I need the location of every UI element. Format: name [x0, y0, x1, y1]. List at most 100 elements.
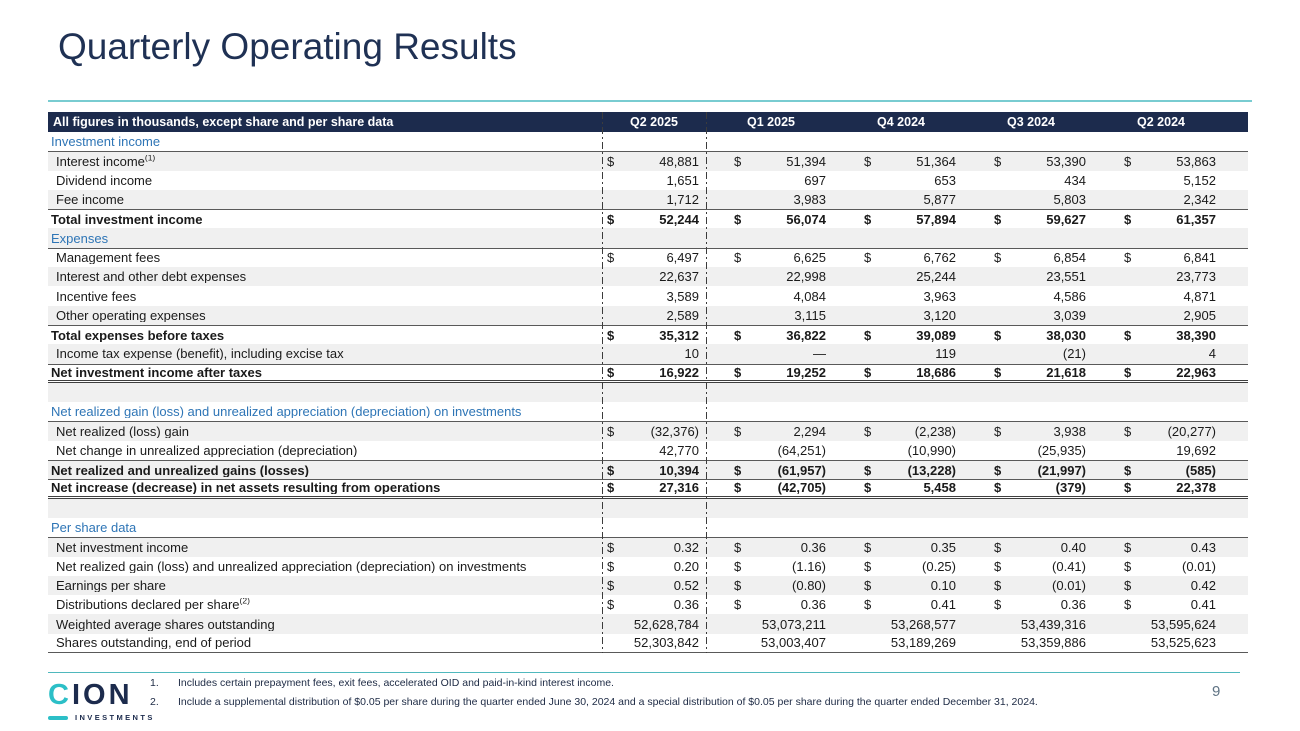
cell-value: 0.35: [930, 539, 956, 555]
dollar-sign: $: [864, 539, 872, 555]
value-cell: $ (1.16): [706, 560, 836, 573]
dollar-sign: $: [864, 597, 872, 613]
dollar-sign: $: [734, 539, 742, 555]
logo-subtitle: INVESTMENTS: [48, 713, 155, 722]
cell-value: 3,938: [1053, 424, 1086, 440]
value-cell: 3,039: [966, 309, 1096, 322]
cell-value: (0.01): [1182, 558, 1216, 574]
value-cell: 53,189,269: [836, 636, 966, 649]
cell-value: 3,039: [1053, 307, 1086, 323]
cell-value: 16,922: [659, 364, 699, 380]
table-row: Investment income: [48, 132, 1248, 151]
cell-value: 5,877: [923, 192, 956, 208]
dollar-sign: $: [994, 424, 1002, 440]
cell-value: 5,803: [1053, 192, 1086, 208]
cell-value: 22,378: [1176, 480, 1216, 496]
dollar-sign: $: [864, 480, 872, 496]
dollar-sign: $: [994, 539, 1002, 555]
table-row: Distributions declared per share(2) $0.36…: [48, 595, 1248, 614]
cell-value: 21,618: [1046, 364, 1086, 380]
cell-value: 23,773: [1176, 269, 1216, 285]
cell-value: 434: [1064, 172, 1086, 188]
row-label: Incentive fees: [56, 289, 137, 303]
table-header-row: All figures in thousands, except share a…: [48, 112, 1248, 132]
cell-value: 0.36: [800, 539, 826, 555]
value-cell: $10,394: [602, 464, 706, 477]
cell-value: 36,822: [786, 327, 826, 343]
cell-value: 56,074: [786, 211, 826, 227]
value-cell: (21): [966, 347, 1096, 360]
dollar-sign: $: [994, 480, 1002, 496]
cell-value: (21): [1062, 346, 1086, 362]
row-label: Per share data: [51, 521, 137, 535]
value-cell: 434: [966, 174, 1096, 187]
table-row: Management fees $6,497 $6,625 $6,762 $6,854 $…: [48, 247, 1248, 267]
value-cell: 697: [706, 174, 836, 187]
cell-value: 53,595,624: [1150, 616, 1216, 632]
dollar-sign: $: [1124, 364, 1132, 380]
value-cell: $35,312: [602, 329, 706, 342]
cell-value: 6,854: [1053, 250, 1086, 266]
cell-value: 22,963: [1176, 364, 1216, 380]
cell-value: (0.01): [1052, 577, 1086, 593]
dollar-sign: $: [864, 558, 872, 574]
value-cell: $0.40: [966, 541, 1096, 554]
cell-value: 19,692: [1176, 442, 1216, 458]
value-cell: $2,294: [706, 425, 836, 438]
value-cell: 1,651: [602, 174, 706, 187]
value-cell: 4,084: [706, 290, 836, 303]
value-cell: $36,822: [706, 329, 836, 342]
value-cell: 53,525,623: [1096, 636, 1248, 649]
row-label: Total investment income: [51, 212, 203, 226]
cell-value: 25,244: [916, 269, 956, 285]
cell-value: 6,625: [793, 250, 826, 266]
logo-investments-label: INVESTMENTS: [75, 713, 155, 722]
dollar-sign: $: [734, 250, 742, 266]
cell-value: (0.41): [1052, 558, 1086, 574]
row-label: Net realized gain (loss) and unrealized …: [56, 559, 527, 573]
cell-value: 3,983: [793, 192, 826, 208]
dollar-sign: $: [1124, 153, 1132, 169]
dollar-sign: $: [607, 462, 615, 478]
value-cell: $ (0.41): [966, 560, 1096, 573]
cell-value: 6,841: [1183, 250, 1216, 266]
value-cell: $53,390: [966, 155, 1096, 168]
dollar-sign: $: [607, 597, 615, 613]
dollar-sign: $: [1124, 539, 1132, 555]
value-cell: (10,990): [836, 444, 966, 457]
column-header-q3-2024: Q3 2024: [1007, 115, 1055, 129]
column-header-q4-2024: Q4 2024: [877, 115, 925, 129]
cell-value: 0.36: [1060, 597, 1086, 613]
value-cell: 653: [836, 174, 966, 187]
value-cell: $ (2,238): [836, 425, 966, 438]
cell-value: 53,863: [1176, 153, 1216, 169]
value-cell: 4: [1096, 347, 1248, 360]
dollar-sign: $: [607, 153, 615, 169]
cell-value: 3,115: [794, 307, 826, 323]
cell-value: 48,881: [659, 153, 699, 169]
value-cell: $18,686: [836, 366, 966, 379]
dollar-sign: $: [1124, 462, 1132, 478]
value-cell: 53,073,211: [706, 618, 836, 631]
dollar-sign: $: [864, 364, 872, 380]
cell-value: 4,586: [1053, 288, 1086, 304]
cell-value: (32,376): [650, 424, 699, 440]
value-cell: $21,618: [966, 366, 1096, 379]
table-row: Net realized gain (loss) and unrealized …: [48, 557, 1248, 576]
row-label: Distributions declared per share(2): [56, 598, 250, 612]
value-cell: $56,074: [706, 213, 836, 226]
row-label: Net realized (loss) gain: [56, 425, 189, 439]
cell-value: 57,894: [916, 211, 956, 227]
cell-value: 61,357: [1176, 211, 1216, 227]
row-label: Earnings per share: [56, 578, 166, 592]
dollar-sign: $: [734, 480, 742, 496]
cell-value: (585): [1185, 462, 1216, 478]
dollar-sign: $: [607, 539, 615, 555]
table-row: Net investment income after taxes $16,922…: [48, 363, 1248, 383]
footnote-1-text: Includes certain prepayment fees, exit f…: [178, 677, 614, 689]
value-cell: 19,692: [1096, 444, 1248, 457]
value-cell: 4,586: [966, 290, 1096, 303]
logo-teal-dash: [48, 715, 68, 720]
cell-value: (379): [1055, 480, 1086, 496]
value-cell: $ (42,705): [706, 481, 836, 494]
